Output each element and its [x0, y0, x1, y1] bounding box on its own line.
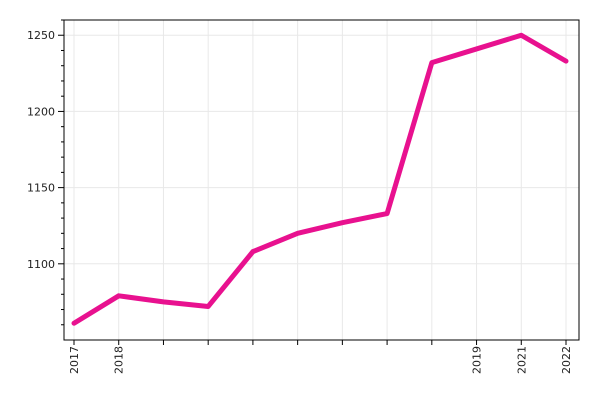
x-tick-label: 2019	[471, 346, 484, 374]
series-line	[71, 32, 569, 326]
x-tick-label: 2022	[560, 346, 573, 374]
x-axis: 2017 2018 2019 2021 2022	[68, 340, 573, 374]
plot-frame	[63, 19, 580, 341]
y-axis: 1100 1150 1200 1250	[27, 19, 64, 326]
y-tick-label: 1100	[27, 258, 55, 271]
x-tick-label: 2017	[68, 346, 81, 374]
x-tick-label: 2021	[515, 346, 528, 374]
series-layer	[71, 32, 569, 326]
y-tick-label: 1200	[27, 105, 55, 118]
x-tick-label: 2018	[113, 346, 126, 374]
y-tick-label: 1150	[27, 182, 55, 195]
grid	[64, 20, 579, 340]
y-tick-label: 1250	[27, 29, 55, 42]
